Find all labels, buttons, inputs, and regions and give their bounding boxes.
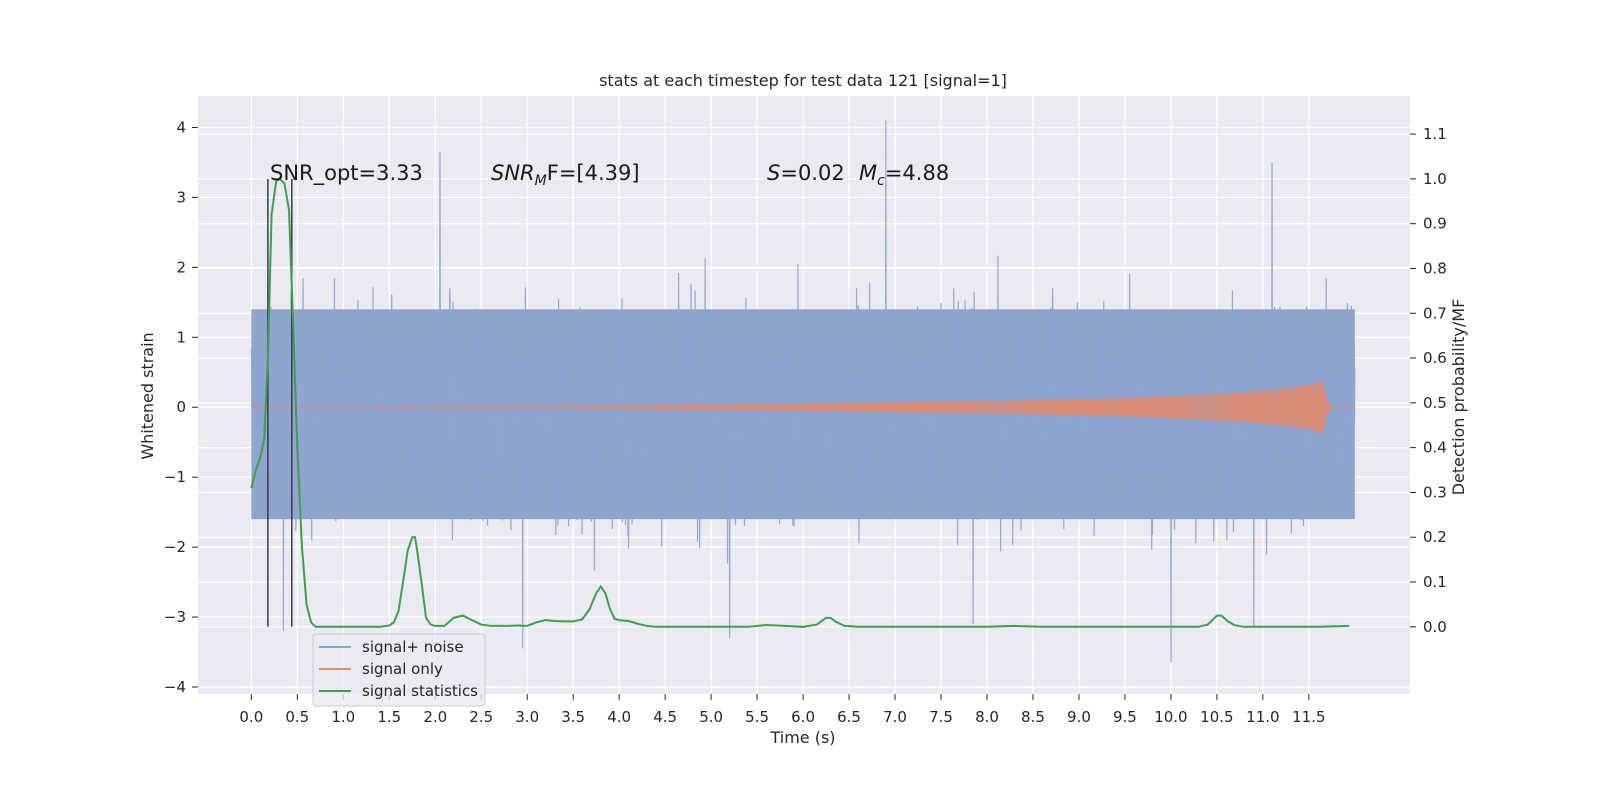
y-axis-right-ticks: 1.1 1.0 0.9 0.8 0.7 0.6 0.5 0.4 0.3 0.2 0.1 0.0 — [1410, 125, 1447, 636]
noise-trace-line — [250, 120, 1356, 663]
x-tick-label: 0.0 — [239, 708, 263, 726]
x-axis-label: Time (s) — [769, 728, 835, 747]
x-tick-label: 6.0 — [791, 708, 815, 726]
x-tick-label: 6.5 — [837, 708, 861, 726]
signal-statistics-series — [250, 177, 1350, 628]
signal-only-series — [251, 380, 1355, 434]
y-axis-left-label: Whitened strain — [138, 332, 157, 459]
annotation-s: S=0.02 — [767, 161, 845, 185]
x-tick-label: 4.0 — [607, 708, 631, 726]
x-tick-label: 10.0 — [1154, 708, 1187, 726]
y-right-tick-label: 1.1 — [1423, 125, 1447, 143]
annotation-mc: Mc=4.88 — [859, 161, 949, 189]
chart-title: stats at each timestep for test data 121… — [599, 71, 1007, 90]
y-right-tick-label: 0.0 — [1423, 618, 1447, 636]
y-right-tick-label: 0.2 — [1423, 528, 1447, 546]
x-tick-label: 7.5 — [929, 708, 953, 726]
y-left-tick-label: 3 — [176, 188, 186, 206]
x-tick-label: 9.5 — [1113, 708, 1137, 726]
annotation-s-val: =0.02 — [780, 161, 844, 185]
x-axis-ticks: 0.0 0.5 1.0 1.5 2.0 2.5 3.0 3.5 4.0 4.5 5.0 5.5 6.0 6… — [239, 694, 1326, 726]
x-tick-label: 0.5 — [285, 708, 309, 726]
legend-label-signal-only: signal only — [362, 660, 443, 678]
y-left-tick-label: 1 — [176, 328, 186, 346]
y-right-tick-label: 0.9 — [1423, 215, 1447, 233]
x-tick-label: 11.5 — [1292, 708, 1325, 726]
signal-statistics-line — [250, 177, 1350, 628]
y-right-tick-label: 1.0 — [1423, 170, 1447, 188]
x-tick-label: 8.0 — [975, 708, 999, 726]
x-tick-label: 3.0 — [515, 708, 539, 726]
x-tick-label: 7.0 — [883, 708, 907, 726]
y-left-tick-label: −1 — [164, 468, 186, 486]
annotation-mc-sub: c — [877, 173, 885, 189]
x-tick-label: 1.0 — [331, 708, 355, 726]
x-tick-label: 5.5 — [745, 708, 769, 726]
y-right-tick-label: 0.1 — [1423, 573, 1447, 591]
x-tick-label: 8.5 — [1021, 708, 1045, 726]
legend-label-signal-statistics: signal statistics — [362, 682, 478, 700]
y-right-tick-label: 0.5 — [1423, 394, 1447, 412]
x-tick-label: 10.5 — [1200, 708, 1233, 726]
y-right-tick-label: 0.6 — [1423, 349, 1447, 367]
y-right-tick-label: 0.3 — [1423, 483, 1447, 501]
x-tick-label: 1.5 — [377, 708, 401, 726]
y-axis-right-label: Detection probability/MF — [1449, 299, 1468, 496]
y-left-tick-label: 2 — [176, 258, 186, 276]
annotation-mc-var: M — [859, 161, 877, 185]
legend: signal+ noise signal only signal statist… — [312, 633, 486, 707]
y-right-tick-label: 0.8 — [1423, 259, 1447, 277]
annotation-mc-val: =4.88 — [885, 161, 949, 185]
annotation-s-var: S — [767, 161, 780, 185]
x-tick-label: 2.0 — [423, 708, 447, 726]
y-left-tick-label: −2 — [164, 538, 186, 556]
x-tick-label: 2.5 — [469, 708, 493, 726]
annotation-snr-mf-sub: M — [535, 173, 547, 189]
annotation-snr-opt: SNR_opt=3.33 — [270, 161, 423, 186]
x-tick-label: 11.0 — [1246, 708, 1279, 726]
signal-only-envelope — [251, 380, 1355, 434]
y-left-tick-label: −4 — [164, 678, 186, 696]
marker-lines — [267, 178, 293, 627]
y-right-tick-label: 0.4 — [1423, 439, 1447, 457]
y-left-tick-label: −3 — [164, 608, 186, 626]
x-tick-label: 4.5 — [653, 708, 677, 726]
x-tick-label: 3.5 — [561, 708, 585, 726]
y-right-tick-label: 0.7 — [1423, 304, 1447, 322]
x-tick-label: 9.0 — [1067, 708, 1091, 726]
annotation-snr-mf-rest: F=[4.39] — [547, 161, 640, 185]
annotation-snr-mf: SNRMF=[4.39] — [491, 161, 640, 189]
y-axis-left-ticks: 4 3 2 1 0 −1 −2 −3 −4 — [164, 118, 198, 696]
annotation-snr-mf-main: SNR — [491, 161, 535, 185]
y-left-tick-label: 0 — [176, 398, 186, 416]
legend-box — [312, 633, 486, 707]
legend-label-signal-noise: signal+ noise — [362, 638, 464, 656]
y-left-tick-label: 4 — [176, 118, 186, 136]
x-tick-label: 5.0 — [699, 708, 723, 726]
